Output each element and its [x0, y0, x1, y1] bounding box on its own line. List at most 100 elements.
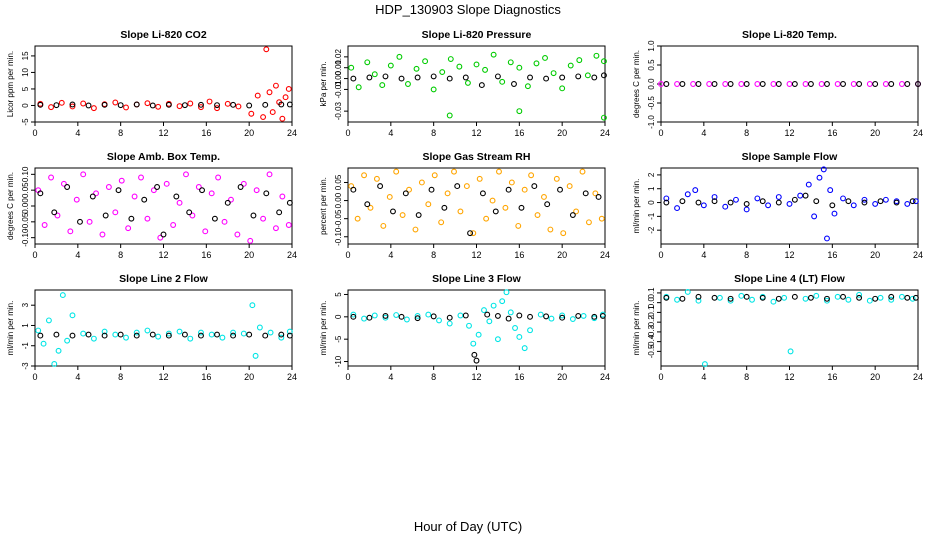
data-point [473, 357, 480, 364]
data-point [674, 205, 681, 212]
y-tick-label: 0 [21, 103, 30, 108]
data-point [674, 296, 681, 303]
data-point [473, 61, 480, 68]
data-point [133, 332, 140, 339]
data-point [267, 329, 274, 336]
x-tick-label: 0 [32, 128, 37, 138]
y-tick-label: 5 [21, 86, 30, 91]
data-point [446, 75, 453, 82]
data-point [482, 66, 489, 73]
x-tick-label: 0 [658, 250, 663, 260]
data-point [471, 351, 478, 358]
data-point [658, 81, 664, 87]
data-point [499, 78, 506, 85]
data-point [249, 302, 256, 309]
x-tick-label: 8 [118, 128, 123, 138]
data-point [398, 75, 405, 82]
data-point [371, 71, 378, 78]
data-point [754, 81, 761, 87]
data-point [544, 201, 551, 208]
y-axis-label: ml/min per min. [319, 301, 328, 356]
data-point [170, 222, 177, 228]
data-point [550, 70, 557, 77]
data-point [582, 190, 589, 197]
data-point [51, 361, 58, 367]
data-point [64, 184, 71, 190]
x-tick-label: 24 [287, 250, 297, 260]
x-tick-label: 24 [287, 372, 297, 382]
data-point [478, 82, 485, 89]
data-point [69, 103, 76, 110]
data-point [189, 212, 196, 219]
data-point [816, 174, 823, 181]
data-point [802, 81, 809, 87]
data-point [820, 166, 827, 173]
data-point [414, 315, 421, 322]
data-point [133, 329, 140, 336]
data-point [85, 331, 92, 338]
x-tick-label: 4 [701, 128, 706, 138]
x-tick-label: 12 [784, 250, 794, 260]
data-point [494, 312, 501, 319]
data-point [872, 200, 879, 207]
data-point [230, 101, 237, 108]
data-point [187, 100, 194, 107]
data-point [915, 81, 921, 87]
data-point [250, 212, 257, 219]
data-point [827, 187, 834, 194]
data-point [163, 180, 170, 187]
x-tick-label: 16 [201, 372, 211, 382]
y-tick-label: 0.0 [647, 78, 656, 90]
data-point [872, 295, 879, 302]
series-raw [348, 51, 607, 121]
data-point [418, 179, 425, 186]
data-point [462, 74, 469, 81]
data-point [403, 316, 410, 323]
series-average [350, 183, 602, 237]
data-point [214, 331, 220, 338]
y-tick-label: 0.05 [334, 174, 343, 190]
data-point [266, 171, 273, 178]
data-point [802, 295, 809, 302]
x-tick-label: 0 [345, 128, 350, 138]
y-tick-label: 1 [21, 323, 30, 328]
data-point [444, 190, 451, 197]
data-point [861, 196, 868, 203]
data-point [856, 291, 863, 298]
data-point [286, 332, 293, 339]
chart-panel: Slope Gas Stream RH 0 4 8 12 16 20 24 -0.10-0.05… [319, 151, 610, 260]
data-point [775, 295, 782, 302]
data-point [557, 186, 563, 193]
data-point [40, 340, 47, 347]
y-axis-label: ml/min per min. [632, 301, 641, 356]
data-point [367, 204, 374, 211]
data-point [711, 198, 718, 205]
data-point [674, 81, 681, 87]
data-point [797, 192, 804, 199]
y-tick-label: -5 [334, 335, 343, 343]
data-point [834, 293, 841, 300]
data-point [711, 81, 718, 87]
data-point [824, 297, 830, 304]
x-tick-label: 0 [345, 250, 350, 260]
data-point [379, 82, 386, 89]
data-point [770, 81, 777, 87]
data-point [157, 234, 164, 241]
data-point [402, 190, 409, 197]
data-point [759, 294, 766, 301]
data-point [824, 235, 830, 242]
data-point [214, 105, 220, 112]
data-point [727, 297, 734, 304]
data-point [457, 208, 464, 215]
data-point [53, 102, 60, 109]
y-tick-label: -0.05 [334, 209, 343, 228]
data-point [466, 322, 472, 329]
y-tick-label: -0.5 [647, 344, 656, 358]
y-tick-label: 10 [21, 67, 30, 76]
data-point [263, 46, 270, 53]
data-point [490, 302, 497, 309]
data-point [414, 312, 421, 319]
data-point [475, 331, 482, 338]
y-tick-label: -0.4 [647, 334, 656, 348]
